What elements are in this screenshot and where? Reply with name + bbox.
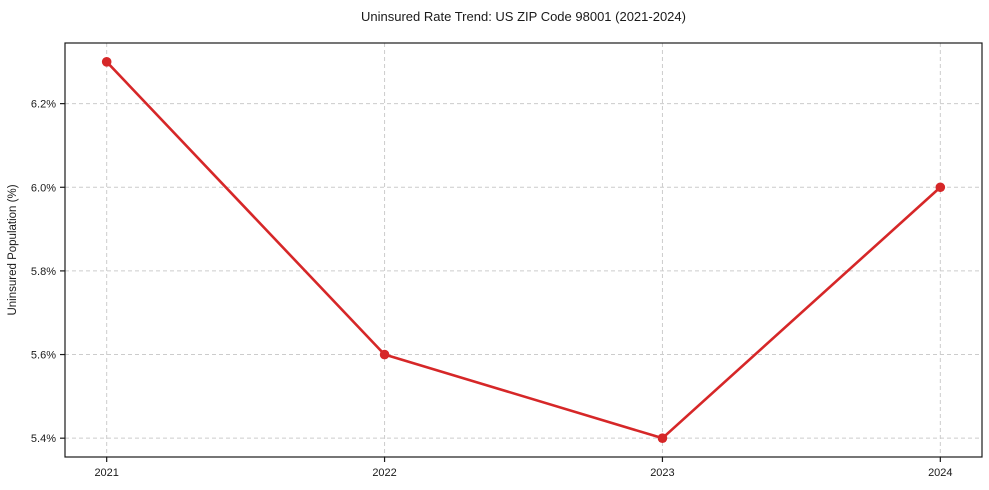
x-tick-label: 2022 (372, 467, 396, 479)
plot-border (64, 42, 983, 458)
tick-layer: 5.4% 5.6% 5.8% 6.0% 6.2% 2021 2022 2023 2024 (31, 99, 953, 479)
data-point-marker (935, 182, 946, 193)
y-tick-label: 5.8% (31, 266, 56, 278)
y-tick-label: 5.6% (31, 350, 56, 362)
axes-spines (64, 42, 983, 458)
data-point-marker (101, 57, 112, 67)
y-tick-label: 5.4% (31, 433, 56, 445)
y-tick-label: 6.0% (31, 182, 56, 194)
x-tick-label: 2021 (94, 467, 118, 479)
data-point-marker (379, 349, 390, 360)
x-tick-label: 2023 (650, 467, 674, 479)
y-axis-label: Uninsured Population (%) (7, 184, 19, 316)
grid-layer (65, 43, 982, 457)
data-point-marker (657, 433, 668, 443)
chart-title: Uninsured Rate Trend: US ZIP Code 98001 … (361, 9, 686, 24)
x-tick-label: 2024 (928, 467, 952, 479)
series-layer (101, 57, 946, 443)
y-tick-label: 6.2% (31, 99, 56, 111)
trend-line (105, 60, 942, 440)
